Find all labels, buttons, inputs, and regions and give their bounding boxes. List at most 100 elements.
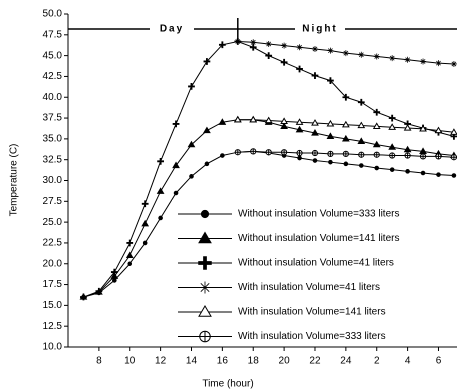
marker [218,118,227,125]
marker-shape [357,98,365,106]
marker-shape [451,154,457,160]
marker-shape [199,331,211,342]
x-tick-label: 2 [374,356,380,367]
marker [220,153,225,158]
marker-shape [141,200,149,208]
marker-shape [110,272,119,279]
marker [357,121,366,129]
marker [280,149,288,156]
marker [328,159,333,165]
y-tick-label: 10.0 [43,342,63,353]
marker [357,98,365,106]
marker [389,152,396,159]
y-tick-label: 22.5 [43,238,63,249]
marker [311,129,319,136]
marker-shape [357,137,366,144]
marker-shape [450,128,457,135]
marker-shape [296,44,303,51]
marker [141,219,150,227]
marker-shape [189,174,194,179]
marker-shape [280,58,288,66]
y-tick-label: 32.5 [43,154,63,165]
y-tick-label: 45.0 [43,50,63,61]
marker-shape [404,56,411,63]
x-tick-label: 20 [279,356,291,367]
marker-shape [373,53,380,60]
marker-shape [358,163,364,168]
marker [280,122,288,129]
x-tick-label: 8 [96,356,102,367]
marker-shape [200,209,210,219]
marker-shape [388,114,396,122]
marker [389,167,395,172]
y-tick-label: 40.0 [43,92,63,103]
marker-shape [218,41,226,49]
marker [199,330,211,343]
marker [420,58,427,65]
marker [357,137,366,144]
x-tick-label: 12 [155,356,167,367]
marker-shape [80,293,87,301]
marker-shape [343,151,349,157]
marker-shape [341,134,350,142]
legend-label: With insulation Volume=41 liters [238,282,380,293]
marker [250,39,257,46]
marker [434,126,443,134]
marker [327,77,334,84]
marker-shape [142,240,148,246]
marker [341,120,350,128]
marker-shape [405,169,410,174]
marker-shape [327,77,334,84]
marker-shape [358,51,365,58]
marker [327,47,334,54]
marker-shape [403,124,412,131]
marker [295,118,304,125]
marker-shape [312,150,318,156]
x-tick-label: 14 [186,356,198,367]
marker-shape [419,124,427,132]
marker-shape [311,119,319,126]
marker-shape [250,39,257,46]
marker-shape [198,256,212,270]
marker [234,149,241,156]
marker-shape [199,281,211,294]
marker-shape [234,38,241,45]
y-axis-title: Temperature (C) [9,144,20,217]
marker-shape [403,145,412,153]
y-tick-label: 27.5 [43,196,63,207]
marker-shape [341,120,350,128]
marker [126,239,134,247]
marker [343,161,349,167]
marker [189,174,194,179]
marker [141,200,149,208]
marker-shape [311,129,319,136]
marker [265,52,273,59]
y-tick-label: 37.5 [43,113,63,124]
marker-shape [264,116,273,124]
marker [311,45,318,52]
marker-shape [250,148,256,154]
marker [265,149,272,156]
annotation: Night [302,24,338,35]
marker [403,145,412,153]
y-tick-label: 42.5 [43,71,63,82]
marker-shape [249,115,258,123]
x-tick-label: 18 [248,356,260,367]
marker-shape [374,152,380,158]
marker [158,215,163,221]
marker [295,125,304,133]
marker-shape [295,125,304,133]
marker-shape [172,120,180,128]
marker-shape [265,52,273,59]
marker [389,55,396,62]
marker-shape [188,83,195,90]
marker-shape [343,161,349,167]
marker-shape [173,190,179,196]
marker-shape [435,153,442,159]
marker-shape [296,150,303,156]
x-tick-label: 24 [340,356,352,367]
marker [187,140,196,148]
y-tick-label: 20.0 [43,258,63,269]
marker-shape [265,40,272,47]
marker [403,124,412,131]
